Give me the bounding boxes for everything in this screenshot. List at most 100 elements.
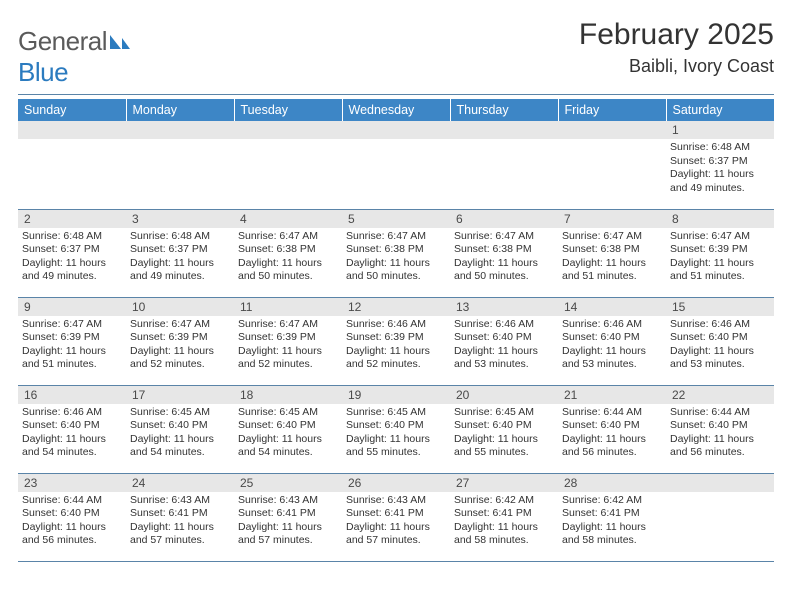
daylight: Daylight: 11 hours and 55 minutes. bbox=[346, 433, 446, 460]
daylight: Daylight: 11 hours and 51 minutes. bbox=[670, 257, 770, 284]
day-details: Sunrise: 6:48 AMSunset: 6:37 PMDaylight:… bbox=[126, 228, 234, 288]
day-details: Sunrise: 6:44 AMSunset: 6:40 PMDaylight:… bbox=[666, 404, 774, 464]
sunset: Sunset: 6:39 PM bbox=[346, 331, 446, 345]
daylight: Daylight: 11 hours and 57 minutes. bbox=[238, 521, 338, 548]
daylight: Daylight: 11 hours and 58 minutes. bbox=[562, 521, 662, 548]
daylight: Daylight: 11 hours and 49 minutes. bbox=[670, 168, 770, 195]
sunset: Sunset: 6:37 PM bbox=[22, 243, 122, 257]
day-number bbox=[18, 121, 126, 139]
day-number: 13 bbox=[450, 298, 558, 316]
col-tuesday: Tuesday bbox=[234, 99, 342, 121]
sunset: Sunset: 6:39 PM bbox=[670, 243, 770, 257]
sunrise: Sunrise: 6:44 AM bbox=[562, 406, 662, 420]
day-cell: 10Sunrise: 6:47 AMSunset: 6:39 PMDayligh… bbox=[126, 297, 234, 385]
day-cell: 15Sunrise: 6:46 AMSunset: 6:40 PMDayligh… bbox=[666, 297, 774, 385]
day-cell: 2 Sunrise: 6:48 AMSunset: 6:37 PMDaylight… bbox=[18, 209, 126, 297]
week-row: 16Sunrise: 6:46 AMSunset: 6:40 PMDayligh… bbox=[18, 385, 774, 473]
day-details: Sunrise: 6:43 AMSunset: 6:41 PMDaylight:… bbox=[234, 492, 342, 552]
location: Baibli, Ivory Coast bbox=[579, 56, 774, 77]
day-number: 28 bbox=[558, 474, 666, 492]
day-details: Sunrise: 6:47 AMSunset: 6:38 PMDaylight:… bbox=[558, 228, 666, 288]
sunrise: Sunrise: 6:47 AM bbox=[238, 318, 338, 332]
day-cell: 24Sunrise: 6:43 AMSunset: 6:41 PMDayligh… bbox=[126, 473, 234, 561]
day-number: 14 bbox=[558, 298, 666, 316]
day-number: 18 bbox=[234, 386, 342, 404]
day-details: Sunrise: 6:47 AMSunset: 6:39 PMDaylight:… bbox=[234, 316, 342, 376]
day-cell bbox=[18, 121, 126, 209]
day-cell: 18Sunrise: 6:45 AMSunset: 6:40 PMDayligh… bbox=[234, 385, 342, 473]
day-cell: 6Sunrise: 6:47 AMSunset: 6:38 PMDaylight… bbox=[450, 209, 558, 297]
day-cell: 13Sunrise: 6:46 AMSunset: 6:40 PMDayligh… bbox=[450, 297, 558, 385]
logo-sail-icon bbox=[109, 26, 131, 57]
day-details: Sunrise: 6:46 AMSunset: 6:40 PMDaylight:… bbox=[450, 316, 558, 376]
day-number: 27 bbox=[450, 474, 558, 492]
logo-suffix: Blue bbox=[18, 57, 68, 87]
sunrise: Sunrise: 6:45 AM bbox=[130, 406, 230, 420]
day-cell: 20Sunrise: 6:45 AMSunset: 6:40 PMDayligh… bbox=[450, 385, 558, 473]
sunrise: Sunrise: 6:43 AM bbox=[346, 494, 446, 508]
daylight: Daylight: 11 hours and 57 minutes. bbox=[130, 521, 230, 548]
calendar-page: GeneralBlue February 2025 Baibli, Ivory … bbox=[0, 0, 792, 612]
sunset: Sunset: 6:39 PM bbox=[22, 331, 122, 345]
daylight: Daylight: 11 hours and 49 minutes. bbox=[22, 257, 122, 284]
day-details bbox=[126, 139, 234, 144]
month-year: February 2025 bbox=[579, 18, 774, 52]
sunset: Sunset: 6:40 PM bbox=[562, 331, 662, 345]
sunrise: Sunrise: 6:47 AM bbox=[130, 318, 230, 332]
day-number bbox=[558, 121, 666, 139]
day-number: 25 bbox=[234, 474, 342, 492]
day-details: Sunrise: 6:44 AMSunset: 6:40 PMDaylight:… bbox=[18, 492, 126, 552]
sunrise: Sunrise: 6:48 AM bbox=[130, 230, 230, 244]
daylight: Daylight: 11 hours and 56 minutes. bbox=[22, 521, 122, 548]
sunrise: Sunrise: 6:46 AM bbox=[670, 318, 770, 332]
day-cell: 14Sunrise: 6:46 AMSunset: 6:40 PMDayligh… bbox=[558, 297, 666, 385]
daylight: Daylight: 11 hours and 50 minutes. bbox=[454, 257, 554, 284]
sunset: Sunset: 6:38 PM bbox=[346, 243, 446, 257]
sunset: Sunset: 6:40 PM bbox=[130, 419, 230, 433]
daylight: Daylight: 11 hours and 51 minutes. bbox=[22, 345, 122, 372]
daylight: Daylight: 11 hours and 49 minutes. bbox=[130, 257, 230, 284]
sunset: Sunset: 6:40 PM bbox=[346, 419, 446, 433]
sunrise: Sunrise: 6:46 AM bbox=[562, 318, 662, 332]
sunset: Sunset: 6:40 PM bbox=[22, 419, 122, 433]
day-cell bbox=[666, 473, 774, 561]
sunset: Sunset: 6:40 PM bbox=[22, 507, 122, 521]
day-number bbox=[342, 121, 450, 139]
daylight: Daylight: 11 hours and 55 minutes. bbox=[454, 433, 554, 460]
day-cell bbox=[558, 121, 666, 209]
daylight: Daylight: 11 hours and 52 minutes. bbox=[130, 345, 230, 372]
sunrise: Sunrise: 6:44 AM bbox=[22, 494, 122, 508]
day-cell: 5Sunrise: 6:47 AMSunset: 6:38 PMDaylight… bbox=[342, 209, 450, 297]
sunset: Sunset: 6:38 PM bbox=[454, 243, 554, 257]
sunset: Sunset: 6:39 PM bbox=[130, 331, 230, 345]
sunset: Sunset: 6:37 PM bbox=[670, 155, 770, 169]
col-sunday: Sunday bbox=[18, 99, 126, 121]
day-cell: 27Sunrise: 6:42 AMSunset: 6:41 PMDayligh… bbox=[450, 473, 558, 561]
sunset: Sunset: 6:40 PM bbox=[670, 331, 770, 345]
day-cell: 25Sunrise: 6:43 AMSunset: 6:41 PMDayligh… bbox=[234, 473, 342, 561]
day-number: 21 bbox=[558, 386, 666, 404]
daylight: Daylight: 11 hours and 58 minutes. bbox=[454, 521, 554, 548]
sunrise: Sunrise: 6:45 AM bbox=[454, 406, 554, 420]
day-number: 2 bbox=[18, 210, 126, 228]
day-cell: 26Sunrise: 6:43 AMSunset: 6:41 PMDayligh… bbox=[342, 473, 450, 561]
day-number bbox=[234, 121, 342, 139]
day-cell: 3Sunrise: 6:48 AMSunset: 6:37 PMDaylight… bbox=[126, 209, 234, 297]
day-number: 15 bbox=[666, 298, 774, 316]
daylight: Daylight: 11 hours and 52 minutes. bbox=[238, 345, 338, 372]
day-details: Sunrise: 6:47 AMSunset: 6:38 PMDaylight:… bbox=[234, 228, 342, 288]
day-cell: 11Sunrise: 6:47 AMSunset: 6:39 PMDayligh… bbox=[234, 297, 342, 385]
sunset: Sunset: 6:40 PM bbox=[238, 419, 338, 433]
sunrise: Sunrise: 6:42 AM bbox=[454, 494, 554, 508]
day-number: 7 bbox=[558, 210, 666, 228]
calendar-table: Sunday Monday Tuesday Wednesday Thursday… bbox=[18, 99, 774, 562]
sunrise: Sunrise: 6:42 AM bbox=[562, 494, 662, 508]
col-monday: Monday bbox=[126, 99, 234, 121]
sunrise: Sunrise: 6:48 AM bbox=[670, 141, 770, 155]
day-details: Sunrise: 6:44 AMSunset: 6:40 PMDaylight:… bbox=[558, 404, 666, 464]
day-number bbox=[450, 121, 558, 139]
day-number: 23 bbox=[18, 474, 126, 492]
day-details bbox=[450, 139, 558, 144]
sunrise: Sunrise: 6:48 AM bbox=[22, 230, 122, 244]
sunrise: Sunrise: 6:47 AM bbox=[346, 230, 446, 244]
